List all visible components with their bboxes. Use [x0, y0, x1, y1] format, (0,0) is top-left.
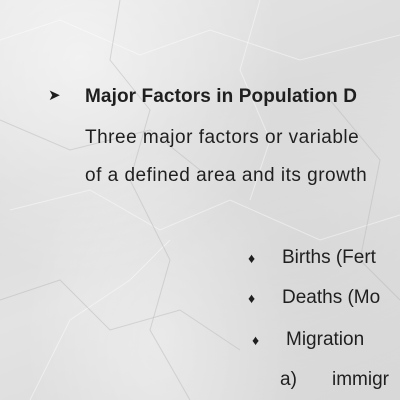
factor-label: Births (Fert	[282, 247, 376, 268]
arrow-bullet-icon: ➤	[48, 87, 61, 104]
heading-row: ➤ Major Factors in Population D	[48, 86, 357, 107]
diamond-bullet-icon: ♦	[252, 332, 260, 348]
diamond-bullet-icon: ♦	[248, 250, 256, 266]
sub-item-marker: a)	[280, 369, 297, 390]
paragraph-line-1: Three major factors or variable	[85, 127, 360, 148]
diamond-bullet-icon: ♦	[248, 290, 256, 306]
paragraph-line-2: of a defined area and its growth	[85, 165, 368, 186]
factor-label: Migration	[286, 329, 365, 350]
factor-label: Deaths (Mo	[282, 287, 381, 308]
sub-item-text: immigr	[332, 369, 389, 390]
slide-heading: Major Factors in Population D	[85, 86, 358, 107]
